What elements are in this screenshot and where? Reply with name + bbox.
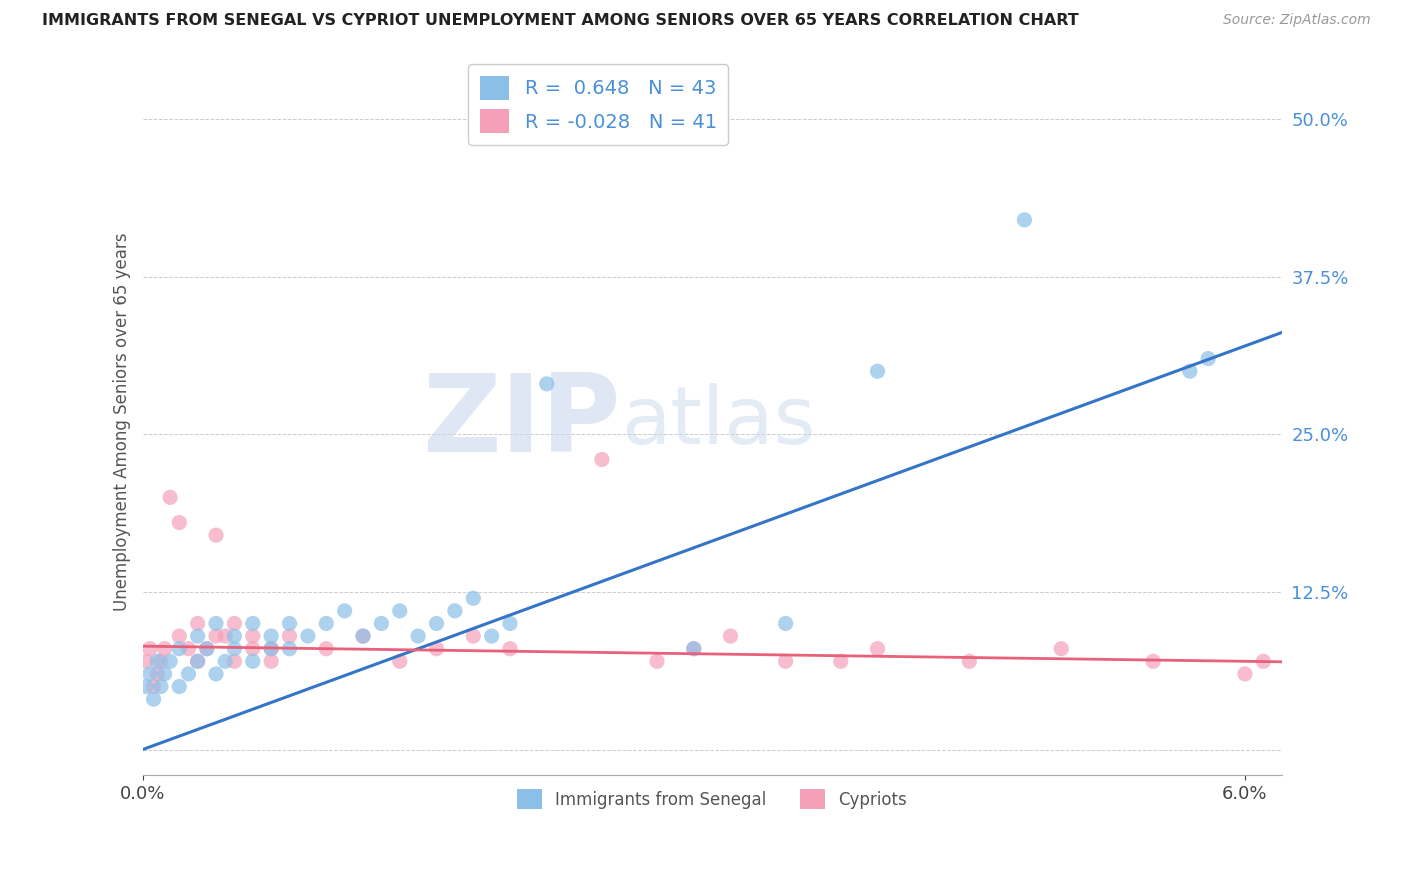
Point: [333, 604, 356, 618]
Point: [187, 654, 209, 668]
Point: [224, 654, 246, 668]
Point: [169, 680, 191, 694]
Point: [177, 667, 200, 681]
Point: [260, 654, 283, 668]
Point: [214, 629, 236, 643]
Point: [499, 641, 522, 656]
Point: [645, 654, 668, 668]
Point: [1050, 641, 1073, 656]
Point: [142, 692, 165, 706]
Point: [591, 452, 613, 467]
Point: [135, 654, 157, 668]
Point: [866, 641, 889, 656]
Legend: Immigrants from Senegal, Cypriots: Immigrants from Senegal, Cypriots: [510, 782, 914, 816]
Point: [139, 641, 162, 656]
Point: [205, 528, 228, 542]
Point: [146, 654, 169, 668]
Point: [444, 604, 467, 618]
Point: [169, 641, 191, 656]
Point: [682, 641, 704, 656]
Point: [205, 616, 228, 631]
Point: [720, 629, 742, 643]
Point: [1197, 351, 1219, 366]
Point: [149, 654, 172, 668]
Point: [463, 591, 485, 606]
Point: [146, 667, 169, 681]
Point: [1014, 212, 1036, 227]
Point: [260, 641, 283, 656]
Point: [187, 654, 209, 668]
Point: [195, 641, 218, 656]
Point: [388, 604, 411, 618]
Point: [242, 616, 264, 631]
Point: [830, 654, 852, 668]
Point: [159, 654, 181, 668]
Point: [1142, 654, 1164, 668]
Point: [315, 616, 337, 631]
Point: [406, 629, 429, 643]
Point: [224, 629, 246, 643]
Point: [205, 629, 228, 643]
Point: [242, 654, 264, 668]
Point: [153, 641, 176, 656]
Point: [169, 516, 191, 530]
Point: [139, 667, 162, 681]
Point: [260, 629, 283, 643]
Point: [957, 654, 980, 668]
Point: [205, 667, 228, 681]
Point: [214, 654, 236, 668]
Point: [1233, 667, 1256, 681]
Point: [224, 641, 246, 656]
Point: [224, 616, 246, 631]
Point: [187, 616, 209, 631]
Point: [278, 616, 301, 631]
Point: [1253, 654, 1275, 668]
Point: [866, 364, 889, 378]
Point: [352, 629, 374, 643]
Point: [352, 629, 374, 643]
Point: [388, 654, 411, 668]
Y-axis label: Unemployment Among Seniors over 65 years: Unemployment Among Seniors over 65 years: [114, 233, 131, 611]
Point: [169, 629, 191, 643]
Point: [1178, 364, 1201, 378]
Point: [425, 616, 447, 631]
Point: [463, 629, 485, 643]
Point: [142, 680, 165, 694]
Point: [775, 616, 797, 631]
Point: [260, 641, 283, 656]
Point: [499, 616, 522, 631]
Point: [159, 491, 181, 505]
Point: [370, 616, 392, 631]
Point: [242, 629, 264, 643]
Text: ZIP: ZIP: [422, 368, 621, 475]
Point: [481, 629, 503, 643]
Text: atlas: atlas: [621, 383, 815, 460]
Point: [297, 629, 319, 643]
Point: [153, 667, 176, 681]
Point: [278, 629, 301, 643]
Point: [149, 680, 172, 694]
Point: [775, 654, 797, 668]
Point: [135, 680, 157, 694]
Point: [242, 641, 264, 656]
Point: [195, 641, 218, 656]
Text: Source: ZipAtlas.com: Source: ZipAtlas.com: [1223, 13, 1371, 28]
Point: [425, 641, 447, 656]
Text: IMMIGRANTS FROM SENEGAL VS CYPRIOT UNEMPLOYMENT AMONG SENIORS OVER 65 YEARS CORR: IMMIGRANTS FROM SENEGAL VS CYPRIOT UNEMP…: [42, 13, 1078, 29]
Point: [536, 376, 558, 391]
Point: [177, 641, 200, 656]
Point: [315, 641, 337, 656]
Point: [187, 629, 209, 643]
Point: [278, 641, 301, 656]
Point: [682, 641, 704, 656]
